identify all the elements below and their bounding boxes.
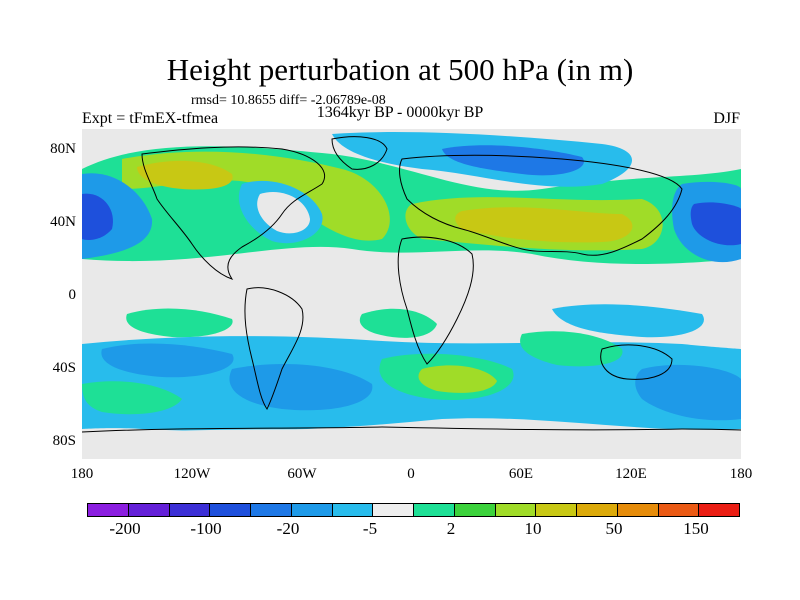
legend-swatch bbox=[495, 504, 537, 516]
legend-swatch bbox=[291, 504, 333, 516]
legend-swatch bbox=[210, 504, 251, 516]
contour-tropical-green-2 bbox=[359, 308, 437, 338]
lon-tick-label: 120W bbox=[173, 466, 211, 482]
legend-label: -200 bbox=[109, 519, 141, 538]
coastlines bbox=[82, 136, 741, 433]
legend-swatch bbox=[536, 504, 577, 516]
contour-sh-blue-3 bbox=[635, 364, 741, 421]
world-map bbox=[82, 129, 741, 459]
experiment-label: Expt = tFmEX-tfmea bbox=[82, 110, 219, 127]
coast-antarctica bbox=[82, 426, 741, 433]
contour-sh-yellow-1 bbox=[418, 365, 497, 393]
legend-label: 10 bbox=[524, 519, 542, 538]
contour-antarctic-grey bbox=[82, 429, 741, 459]
legend-swatch bbox=[414, 504, 455, 516]
legend-label: 150 bbox=[683, 519, 709, 538]
legend-swatch bbox=[373, 504, 414, 516]
map-field bbox=[82, 129, 741, 459]
legend-swatch bbox=[577, 504, 618, 516]
legend-swatch bbox=[658, 504, 700, 516]
legend-label: 2 bbox=[446, 519, 456, 538]
legend-swatch bbox=[88, 504, 129, 516]
lat-tick-label: 0 bbox=[68, 287, 77, 303]
legend-swatch bbox=[169, 504, 211, 516]
figure-title: Height perturbation at 500 hPa (in m) bbox=[166, 52, 634, 87]
period-label: 1364kyr BP - 0000kyr BP bbox=[316, 104, 484, 121]
contour-arctic-darkblue bbox=[442, 145, 584, 176]
contour-atlantic-inner bbox=[257, 191, 310, 234]
legend-swatch bbox=[128, 504, 170, 516]
lon-tick-label: 120E bbox=[615, 466, 647, 482]
coast-greenland bbox=[331, 136, 388, 170]
lat-tick-label: 40N bbox=[50, 214, 76, 230]
legend-swatch bbox=[251, 504, 292, 516]
color-legend bbox=[87, 503, 740, 517]
rmsd-stats: rmsd= 10.8655 diff= -2.06789e-08 bbox=[191, 93, 386, 108]
lon-tick-label: 0 bbox=[407, 466, 415, 482]
legend-label: -5 bbox=[362, 519, 378, 538]
legend-label: 50 bbox=[605, 519, 623, 538]
contour-sh-blue-1 bbox=[101, 343, 234, 378]
lat-tick-label: 40S bbox=[52, 360, 76, 376]
legend-swatch bbox=[454, 504, 496, 516]
coast-africa bbox=[397, 236, 474, 365]
lat-tick-label: 80N bbox=[50, 141, 76, 157]
coast-europe-asia bbox=[399, 154, 683, 256]
contour-sh-blue-2 bbox=[229, 364, 373, 411]
contour-pacific-west-dark bbox=[82, 193, 113, 240]
legend-swatch bbox=[617, 504, 659, 516]
legend-label: -100 bbox=[190, 519, 222, 538]
contour-asia-gold bbox=[455, 207, 633, 243]
contour-tropical-green bbox=[126, 308, 233, 338]
contour-alaska-gold bbox=[137, 160, 233, 190]
lat-tick-label: 80S bbox=[52, 433, 76, 449]
coast-australia bbox=[600, 344, 673, 380]
legend-label: -20 bbox=[276, 519, 300, 538]
coast-south-america bbox=[244, 287, 304, 410]
contour-pacific-east-dark bbox=[690, 202, 741, 246]
contour-sh-green-2 bbox=[520, 331, 623, 367]
contour-tropical-blue bbox=[552, 304, 704, 338]
lon-tick-label: 180 bbox=[70, 466, 94, 482]
lon-tick-label: 180 bbox=[729, 466, 753, 482]
lon-tick-label: 60W bbox=[287, 466, 317, 482]
season-label: DJF bbox=[713, 110, 740, 127]
lon-tick-label: 60E bbox=[508, 466, 534, 482]
coast-north-america bbox=[141, 146, 325, 280]
legend-swatch bbox=[699, 504, 739, 516]
contour-sh-green-3 bbox=[82, 381, 182, 415]
legend-swatch bbox=[332, 504, 374, 516]
